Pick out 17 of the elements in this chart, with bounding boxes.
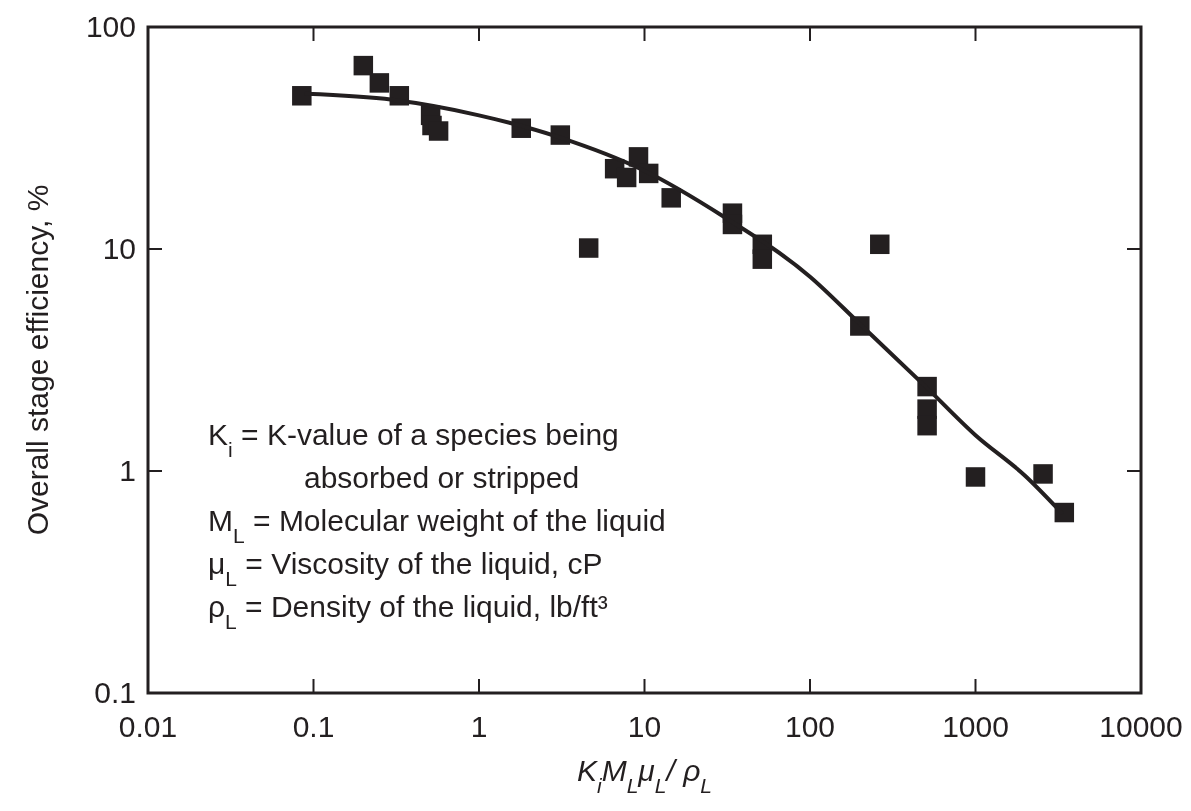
x-tick-label: 1 — [470, 710, 488, 743]
annotation: μ$_{L}$ = Viscosity of the liquid, cP — [208, 547, 603, 590]
y-tick-label: 0.1 — [94, 676, 136, 709]
x-tick-label: 10000 — [1099, 710, 1183, 743]
y-tick-label: 100 — [85, 10, 136, 43]
x-tick-label: 1000 — [942, 710, 1009, 743]
y-tick-label: 1 — [119, 454, 136, 487]
x-tick-label: 0.01 — [118, 710, 178, 743]
annotation: ρ$_{L}$ = Density of the liquid, lb/ft³ — [208, 590, 608, 633]
annotation: K$_{i}$ = K-value of a species being absorbed or stripped — [208, 418, 619, 494]
x-tick-label: 10 — [627, 710, 662, 743]
annotation: M$_{L}$ = Molecular weight of the liquid — [208, 504, 666, 547]
x-tick-label: 0.1 — [292, 710, 335, 743]
y-axis-title: Overall stage efficiency, % — [21, 184, 54, 536]
y-tick-label: 10 — [102, 232, 136, 265]
x-tick-label: 100 — [784, 710, 836, 743]
x-axis-title: K$_{i}$M$_{L}$μ$_{L}$/ ρ$_{L}$ — [576, 754, 713, 797]
